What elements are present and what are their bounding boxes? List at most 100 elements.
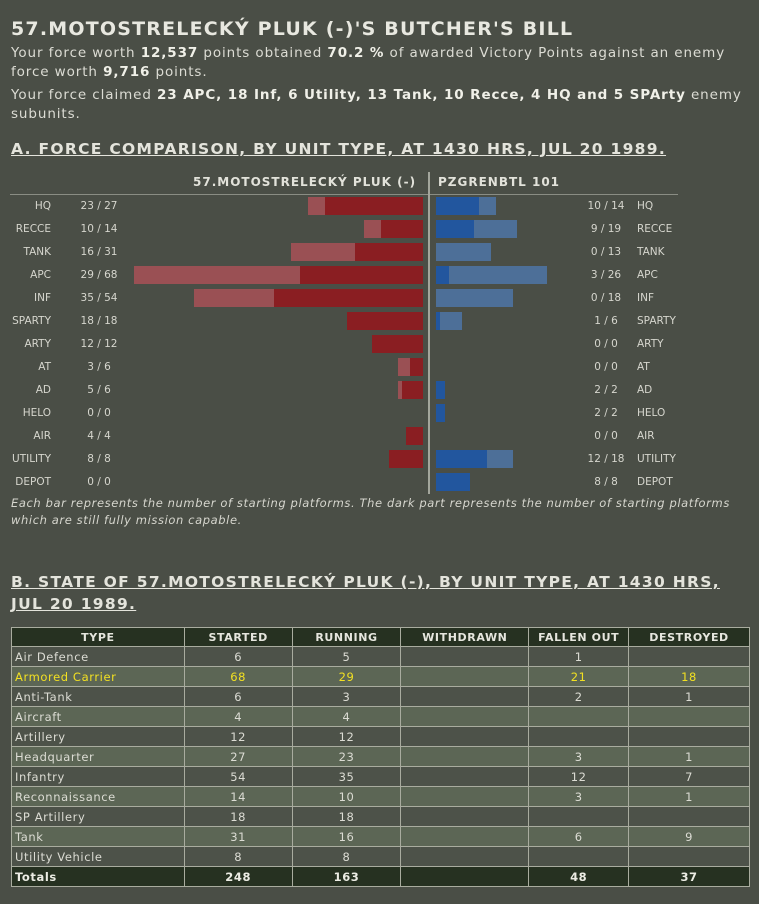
- category-label-right-depot: DEPOT: [637, 476, 673, 488]
- left-count-at: 3 / 6: [87, 361, 111, 373]
- value-cell: [628, 726, 750, 747]
- category-label-left-utility: UTILITY: [12, 453, 51, 465]
- left-count-sparty: 18 / 18: [80, 315, 118, 327]
- right-running-bar-ad: [436, 381, 445, 399]
- category-label-right-inf: INF: [637, 292, 654, 304]
- value-cell: 12: [528, 766, 630, 787]
- category-label-left-helo: HELO: [22, 407, 51, 419]
- value-cell: [628, 806, 750, 827]
- category-label-left-sparty: SPARTY: [12, 315, 51, 327]
- left-running-bar-recce: [380, 220, 423, 238]
- category-label-right-tank: TANK: [637, 246, 665, 258]
- value-cell: 1: [628, 746, 750, 767]
- chart-center-divider: [428, 172, 430, 494]
- table-row: Reconnaissance 14 10 3 1: [11, 786, 750, 807]
- summary-claims: Your force claimed 23 APC, 18 Inf, 6 Uti…: [11, 87, 742, 122]
- left-running-bar-at: [410, 358, 423, 376]
- table-row: Air Defence 6 5 1: [11, 646, 750, 667]
- right-count-hq: 10 / 14: [587, 200, 625, 212]
- value-cell: [400, 866, 530, 887]
- category-label-right-hq: HQ: [637, 200, 654, 212]
- left-count-utility: 8 / 8: [87, 453, 111, 465]
- right-running-bar-recce: [436, 220, 475, 238]
- section-a-heading: A. FORCE COMPARISON, BY UNIT TYPE, AT 14…: [11, 140, 667, 158]
- value-cell: [528, 806, 630, 827]
- value-cell: 12: [291, 726, 402, 747]
- left-running-bar-utility: [389, 450, 423, 468]
- value-cell: 4: [291, 706, 402, 727]
- table-row: Aircraft 4 4: [11, 706, 750, 727]
- value-cell: 1: [628, 686, 750, 707]
- left-force-name: 57.MOTOSTRELECKÝ PLUK (-): [193, 175, 417, 189]
- table-row: Utility Vehicle 8 8: [11, 846, 750, 867]
- right-count-tank: 0 / 13: [590, 246, 622, 258]
- left-count-apc: 29 / 68: [80, 269, 118, 281]
- right-started-bar-sparty: [436, 312, 462, 330]
- value-cell: 18: [291, 806, 402, 827]
- left-count-helo: 0 / 0: [87, 407, 111, 419]
- column-header-started: STARTED: [183, 627, 293, 647]
- type-cell: Tank: [11, 826, 185, 847]
- value-cell: 3: [528, 746, 630, 767]
- right-force-name: PZGRENBTL 101: [438, 175, 561, 189]
- value-cell: [528, 846, 630, 867]
- value-cell: [400, 706, 530, 727]
- value-cell: 14: [183, 786, 293, 807]
- category-label-right-helo: HELO: [637, 407, 666, 419]
- left-running-bar-apc: [299, 266, 423, 284]
- chart-note: Each bar represents the number of starti…: [11, 496, 730, 527]
- value-cell: [528, 726, 630, 747]
- right-running-bar-hq: [436, 197, 479, 215]
- value-cell: 10: [291, 786, 402, 807]
- value-cell: 9: [628, 826, 750, 847]
- value-cell: [400, 746, 530, 767]
- right-count-sparty: 1 / 6: [594, 315, 618, 327]
- type-cell: Totals: [11, 866, 185, 887]
- table-row: Tank 31 16 6 9: [11, 826, 750, 847]
- value-cell: 18: [183, 806, 293, 827]
- value-cell: 6: [528, 826, 630, 847]
- left-running-bar-tank: [355, 243, 423, 261]
- totals-row: Totals 248 163 48 37: [11, 866, 750, 887]
- left-count-hq: 23 / 27: [80, 200, 118, 212]
- left-count-depot: 0 / 0: [87, 476, 111, 488]
- page-title: 57.MOTOSTRELECKÝ PLUK (-)'S BUTCHER'S BI…: [11, 18, 574, 40]
- type-cell: Aircraft: [11, 706, 185, 727]
- value-cell: 35: [291, 766, 402, 787]
- left-count-arty: 12 / 12: [80, 338, 118, 350]
- type-cell: Air Defence: [11, 646, 185, 667]
- category-label-left-recce: RECCE: [15, 223, 51, 235]
- category-label-right-ad: AD: [637, 384, 653, 396]
- category-label-left-at: AT: [38, 361, 51, 373]
- column-header-fallen-out: FALLEN OUT: [528, 627, 630, 647]
- right-running-bar-apc: [436, 266, 449, 284]
- left-count-ad: 5 / 6: [87, 384, 111, 396]
- type-cell: Armored Carrier: [11, 666, 185, 687]
- right-count-depot: 8 / 8: [594, 476, 618, 488]
- type-cell: Artillery: [11, 726, 185, 747]
- category-label-right-air: AIR: [637, 430, 655, 442]
- value-cell: 21: [528, 666, 630, 687]
- left-count-air: 4 / 4: [87, 430, 111, 442]
- value-cell: 248: [183, 866, 293, 887]
- left-running-bar-air: [406, 427, 423, 445]
- category-label-left-arty: ARTY: [24, 338, 51, 350]
- right-count-ad: 2 / 2: [594, 384, 618, 396]
- value-cell: 3: [528, 786, 630, 807]
- value-cell: [628, 646, 750, 667]
- value-cell: 27: [183, 746, 293, 767]
- right-count-utility: 12 / 18: [587, 453, 625, 465]
- right-count-helo: 2 / 2: [594, 407, 618, 419]
- left-running-bar-sparty: [346, 312, 423, 330]
- value-cell: 1: [628, 786, 750, 807]
- value-cell: [400, 766, 530, 787]
- category-label-right-sparty: SPARTY: [637, 315, 676, 327]
- value-cell: 23: [291, 746, 402, 767]
- value-cell: 68: [183, 666, 293, 687]
- category-label-left-apc: APC: [30, 269, 51, 281]
- value-cell: [400, 686, 530, 707]
- right-running-bar-depot: [436, 473, 470, 491]
- value-cell: 7: [628, 766, 750, 787]
- type-cell: SP Artillery: [11, 806, 185, 827]
- type-cell: Headquarter: [11, 746, 185, 767]
